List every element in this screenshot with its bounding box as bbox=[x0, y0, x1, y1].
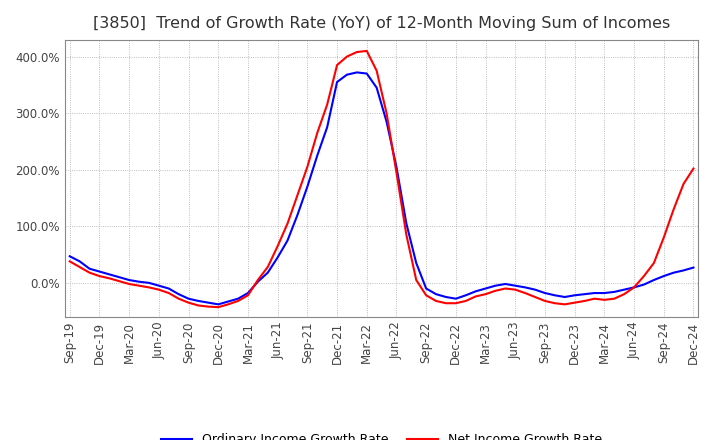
Net Income Growth Rate bbox=[491, 288, 500, 293]
Line: Ordinary Income Growth Rate: Ordinary Income Growth Rate bbox=[70, 73, 693, 304]
Net Income Growth Rate bbox=[432, 298, 441, 304]
Net Income Growth Rate bbox=[214, 304, 222, 310]
Net Income Growth Rate bbox=[145, 285, 153, 290]
Ordinary Income Growth Rate bbox=[214, 302, 222, 307]
Net Income Growth Rate bbox=[333, 62, 341, 68]
Ordinary Income Growth Rate bbox=[66, 253, 74, 259]
Line: Net Income Growth Rate: Net Income Growth Rate bbox=[70, 51, 693, 307]
Ordinary Income Growth Rate bbox=[481, 286, 490, 291]
Ordinary Income Growth Rate bbox=[689, 265, 698, 270]
Ordinary Income Growth Rate bbox=[432, 292, 441, 297]
Net Income Growth Rate bbox=[689, 166, 698, 171]
Net Income Growth Rate bbox=[481, 292, 490, 297]
Net Income Growth Rate bbox=[392, 170, 401, 175]
Legend: Ordinary Income Growth Rate, Net Income Growth Rate: Ordinary Income Growth Rate, Net Income … bbox=[156, 429, 608, 440]
Ordinary Income Growth Rate bbox=[145, 280, 153, 286]
Ordinary Income Growth Rate bbox=[333, 79, 341, 84]
Ordinary Income Growth Rate bbox=[491, 283, 500, 288]
Net Income Growth Rate bbox=[362, 48, 371, 54]
Ordinary Income Growth Rate bbox=[392, 164, 401, 169]
Ordinary Income Growth Rate bbox=[353, 70, 361, 75]
Title: [3850]  Trend of Growth Rate (YoY) of 12-Month Moving Sum of Incomes: [3850] Trend of Growth Rate (YoY) of 12-… bbox=[93, 16, 670, 32]
Net Income Growth Rate bbox=[66, 259, 74, 264]
